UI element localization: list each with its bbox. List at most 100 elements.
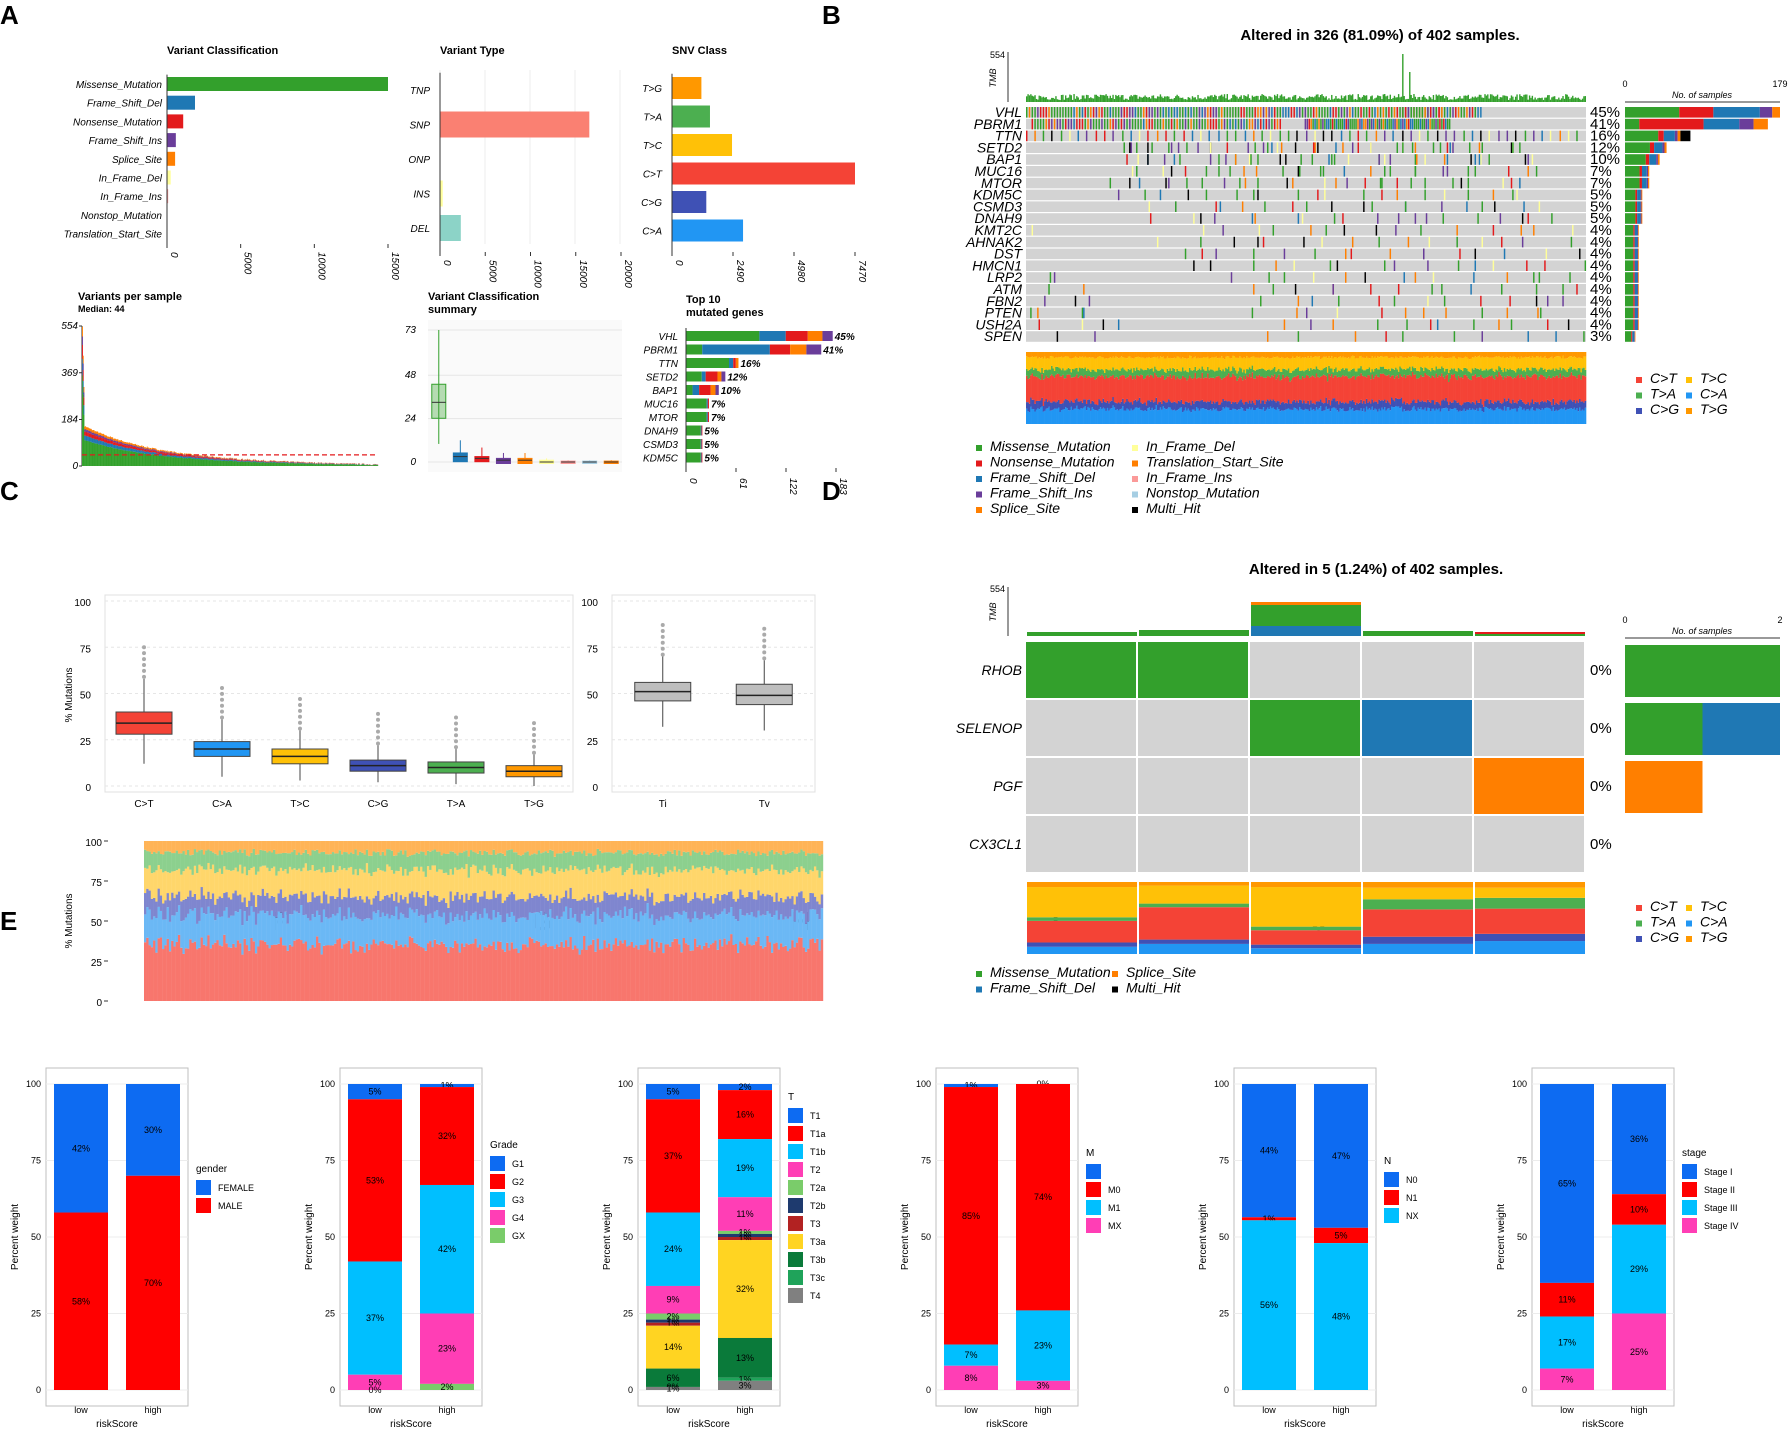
tmb-bar bbox=[1467, 94, 1469, 102]
bar-segment bbox=[251, 462, 253, 466]
category-label: T>C bbox=[643, 141, 663, 152]
mutation-cell bbox=[1134, 118, 1137, 130]
titv-segment bbox=[1055, 357, 1057, 367]
bar-segment bbox=[242, 461, 244, 462]
tick-label: 48 bbox=[405, 370, 417, 381]
titv-segment bbox=[1188, 367, 1191, 376]
titv-segment bbox=[1035, 356, 1038, 369]
titv-segment bbox=[1216, 401, 1219, 411]
mutation-cell bbox=[1538, 201, 1541, 212]
tmb-bar bbox=[1092, 98, 1095, 102]
bar-segment bbox=[249, 461, 251, 463]
bar-segment bbox=[97, 439, 99, 444]
tmb-bar bbox=[1545, 97, 1547, 102]
tmb-bar bbox=[1173, 97, 1176, 102]
bar-segment bbox=[90, 431, 92, 434]
titv-segment bbox=[1115, 376, 1117, 403]
bar-segment bbox=[281, 462, 283, 466]
titv-segment bbox=[1130, 357, 1133, 369]
bar-segment bbox=[89, 441, 91, 466]
mutation-cell bbox=[1299, 107, 1301, 118]
bar-segment bbox=[240, 461, 242, 463]
tmb-bar bbox=[1306, 97, 1308, 102]
titv-segment bbox=[1055, 402, 1057, 409]
titv-segment bbox=[1108, 410, 1110, 424]
bar-segment bbox=[193, 458, 195, 466]
tmb-bar bbox=[1304, 99, 1306, 102]
mutation-cell bbox=[1271, 107, 1273, 118]
bar-segment bbox=[136, 449, 138, 453]
titv-segment bbox=[1065, 356, 1067, 371]
titv-segment bbox=[1204, 357, 1207, 371]
titv-segment bbox=[1038, 352, 1041, 358]
mutation-cell bbox=[1101, 107, 1103, 118]
mutation-cell bbox=[1112, 118, 1114, 130]
titv-segment bbox=[1290, 352, 1293, 359]
titv-segment bbox=[1152, 352, 1155, 358]
bar-segment bbox=[223, 458, 225, 459]
tmb-bar bbox=[1223, 94, 1226, 102]
mutation-cell bbox=[1148, 107, 1151, 118]
mutation-cell bbox=[1229, 107, 1231, 118]
bar-segment bbox=[686, 344, 703, 355]
bar-segment bbox=[104, 439, 106, 443]
bar-segment bbox=[158, 451, 160, 453]
titv-segment bbox=[1067, 352, 1070, 357]
titv-segment bbox=[1138, 370, 1141, 377]
titv-segment bbox=[1347, 403, 1350, 411]
tmb-bar bbox=[1435, 94, 1437, 102]
titv-segment bbox=[1148, 369, 1151, 377]
bar-segment bbox=[182, 455, 184, 456]
mutation-cell bbox=[1306, 130, 1308, 142]
mutation-cell bbox=[1400, 118, 1402, 130]
bar-segment bbox=[163, 452, 165, 453]
bar-segment bbox=[82, 344, 83, 359]
titv-segment bbox=[1073, 408, 1076, 424]
bar-segment bbox=[165, 456, 167, 466]
mutation-cell bbox=[1120, 107, 1123, 118]
tmb-bar bbox=[1253, 96, 1255, 102]
titv-segment bbox=[1113, 407, 1116, 424]
tmb-label: TMB bbox=[988, 69, 998, 88]
mutation-cell bbox=[1416, 107, 1418, 118]
tmb-bar bbox=[1248, 98, 1251, 102]
tmb-bar bbox=[1257, 95, 1259, 102]
count-bar bbox=[1648, 177, 1650, 189]
titv-segment bbox=[1227, 407, 1230, 424]
bar-segment bbox=[185, 455, 187, 457]
tmb-bar bbox=[1060, 94, 1063, 102]
mutation-cell bbox=[1260, 295, 1262, 307]
titv-segment bbox=[1074, 356, 1077, 369]
tmb-bar bbox=[1193, 97, 1195, 102]
bar-segment bbox=[118, 446, 120, 450]
bar-segment bbox=[98, 440, 100, 445]
mutation-cell bbox=[1502, 177, 1504, 189]
bar-segment bbox=[222, 458, 224, 460]
mutation-cell bbox=[1056, 331, 1059, 342]
bar-segment bbox=[272, 461, 274, 463]
tmb-bar bbox=[1480, 94, 1482, 102]
titv-segment bbox=[1324, 410, 1326, 424]
tmb-bar bbox=[1399, 97, 1401, 102]
tmb-bar bbox=[1548, 95, 1550, 102]
titv-segment bbox=[1101, 374, 1103, 403]
titv-segment bbox=[1289, 381, 1291, 404]
bar-segment bbox=[222, 457, 224, 459]
bar-segment bbox=[124, 445, 126, 448]
gene-label: ATM bbox=[992, 281, 1022, 297]
mutation-cell bbox=[1345, 248, 1347, 260]
mutation-cell bbox=[1481, 142, 1483, 153]
mutation-cell bbox=[1151, 107, 1153, 118]
count-bar bbox=[1640, 189, 1642, 201]
bar-segment bbox=[285, 463, 287, 466]
titv-segment bbox=[1314, 377, 1317, 405]
tmb-bar bbox=[1028, 95, 1031, 102]
bar-segment bbox=[106, 446, 108, 466]
tmb-bar bbox=[1572, 95, 1574, 102]
bar-segment bbox=[706, 398, 708, 409]
bar-segment bbox=[211, 456, 213, 458]
bar-segment bbox=[221, 459, 223, 461]
bar-segment bbox=[246, 461, 248, 462]
tmb-bar bbox=[1090, 97, 1092, 102]
bar-segment bbox=[173, 452, 175, 454]
